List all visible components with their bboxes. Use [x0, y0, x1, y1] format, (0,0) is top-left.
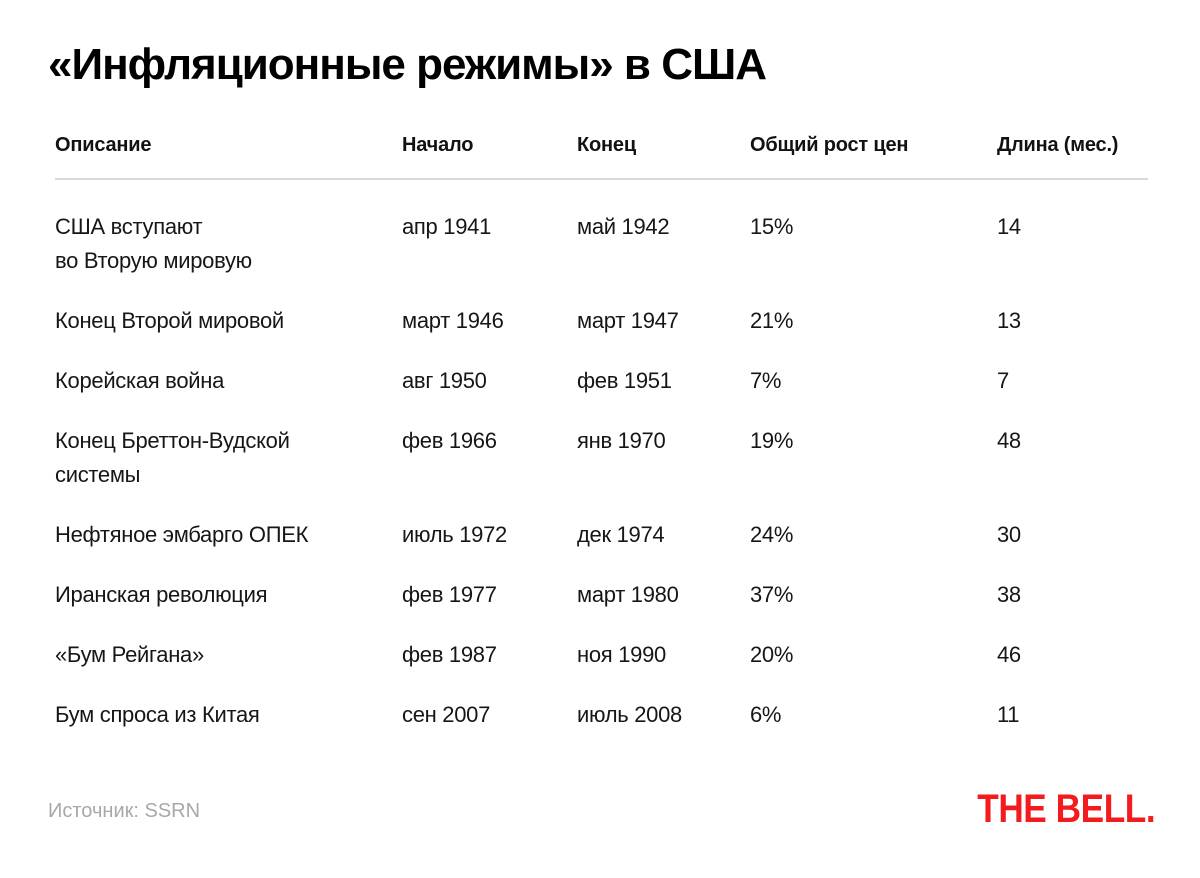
table-row: Конец Второй мировой март 1946 март 1947… [55, 304, 1148, 338]
cell-length: 7 [997, 368, 1009, 393]
cell-description: США вступают во Вторую мировую [55, 214, 252, 273]
cell-growth: 7% [750, 368, 782, 393]
cell-growth: 6% [750, 702, 782, 727]
cell-description: Конец Бреттон-Вудской системы [55, 428, 290, 487]
cell-end: фев 1951 [577, 368, 672, 393]
table-row: Иранская революция фев 1977 март 1980 37… [55, 578, 1148, 612]
table-row: Корейская война авг 1950 фев 1951 7% 7 [55, 364, 1148, 398]
cell-length: 48 [997, 428, 1021, 453]
cell-end: янв 1970 [577, 428, 666, 453]
cell-length: 14 [997, 214, 1021, 239]
table-body: США вступают во Вторую мировую апр 1941 … [55, 180, 1148, 732]
cell-start: фев 1987 [402, 642, 497, 667]
cell-end: март 1980 [577, 582, 679, 607]
cell-end: дек 1974 [577, 522, 665, 547]
cell-length: 46 [997, 642, 1021, 667]
cell-length: 11 [997, 702, 1020, 727]
cell-start: март 1946 [402, 308, 504, 333]
cell-description: «Бум Рейгана» [55, 642, 204, 667]
cell-start: авг 1950 [402, 368, 487, 393]
the-bell-logo: THE BELL. [977, 787, 1155, 831]
col-header-start: Начало [402, 134, 474, 156]
col-header-length: Длина (мес.) [997, 134, 1119, 156]
table-row: «Бум Рейгана» фев 1987 ноя 1990 20% 46 [55, 638, 1148, 672]
source-note: Источник: SSRN [48, 800, 201, 822]
cell-growth: 20% [750, 642, 794, 667]
cell-end: ноя 1990 [577, 642, 666, 667]
cell-growth: 37% [750, 582, 794, 607]
cell-length: 30 [997, 522, 1021, 547]
table-row: Нефтяное эмбарго ОПЕК июль 1972 дек 1974… [55, 518, 1148, 552]
cell-description: Бум спроса из Китая [55, 702, 260, 727]
cell-start: июль 1972 [402, 522, 507, 547]
cell-growth: 21% [750, 308, 794, 333]
cell-description: Нефтяное эмбарго ОПЕК [55, 522, 309, 547]
page-title: «Инфляционные режимы» в США [48, 40, 767, 89]
cell-description: Иранская революция [55, 582, 268, 607]
inflation-regimes-table: Описание Начало Конец Общий рост цен Дли… [55, 132, 1148, 758]
cell-end: март 1947 [577, 308, 679, 333]
cell-growth: 19% [750, 428, 794, 453]
table-row: Конец Бреттон-Вудской системы фев 1966 я… [55, 424, 1148, 492]
cell-length: 38 [997, 582, 1021, 607]
cell-end: май 1942 [577, 214, 670, 239]
cell-start: сен 2007 [402, 702, 491, 727]
cell-description: Конец Второй мировой [55, 308, 284, 333]
cell-start: апр 1941 [402, 214, 492, 239]
cell-length: 13 [997, 308, 1021, 333]
cell-description: Корейская война [55, 368, 225, 393]
col-header-end: Конец [577, 134, 636, 156]
col-header-growth: Общий рост цен [750, 134, 909, 156]
cell-growth: 15% [750, 214, 794, 239]
cell-start: фев 1977 [402, 582, 497, 607]
table-row: Бум спроса из Китая сен 2007 июль 2008 6… [55, 698, 1148, 732]
cell-growth: 24% [750, 522, 794, 547]
table-row: США вступают во Вторую мировую апр 1941 … [55, 210, 1148, 278]
cell-start: фев 1966 [402, 428, 497, 453]
cell-end: июль 2008 [577, 702, 682, 727]
table-header-row: Описание Начало Конец Общий рост цен Дли… [55, 132, 1148, 180]
col-header-description: Описание [55, 134, 152, 156]
